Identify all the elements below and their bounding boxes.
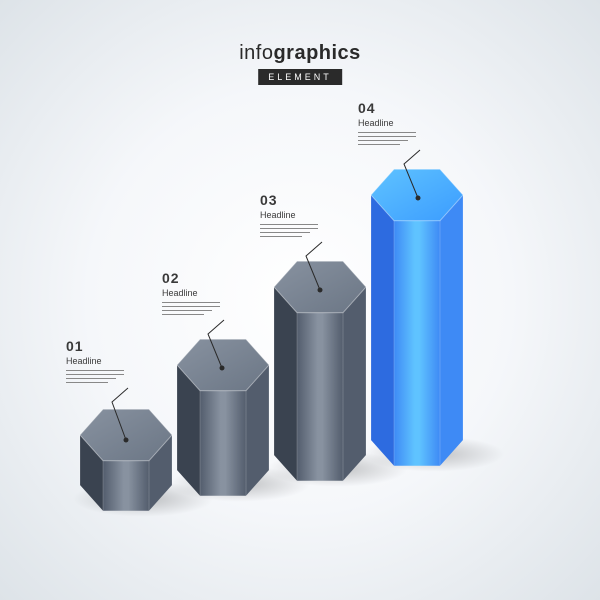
leader-line <box>0 0 600 600</box>
callout-04: 04 Headline <box>358 100 416 148</box>
callout-placeholder-lines <box>358 132 416 145</box>
callout-headline: Headline <box>358 118 416 128</box>
chart-stage: 01Headline02Headline03Headline04Headline <box>0 0 600 600</box>
callout-number: 04 <box>358 100 416 116</box>
